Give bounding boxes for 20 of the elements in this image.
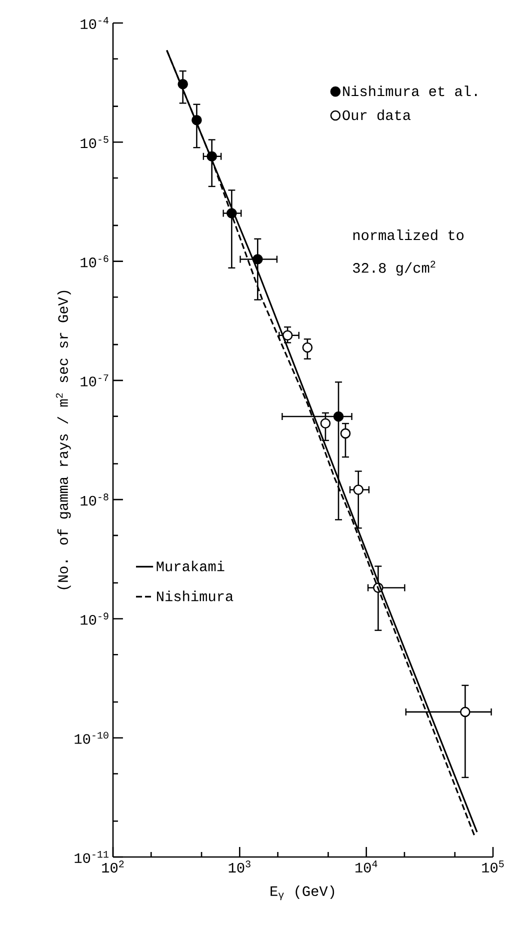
x-tick-label: 10$^{4}$ — [355, 860, 378, 872]
y-tick-label: 10$^{-5}$ — [80, 136, 108, 148]
x-axis-title: E$_{γ}$ (GeV) — [270, 885, 334, 900]
legend-label: Nishimura et al. — [343, 86, 477, 96]
x-tick-label: 10$^{3}$ — [228, 860, 250, 873]
y-axis-title: (No. of gamma rays / m$^{2}$ sec sr GeV) — [56, 290, 71, 590]
legend-label: Our data — [342, 110, 411, 120]
y-tick-label: 10$^{-4}$ — [80, 17, 108, 29]
y-tick-label: 10$^{-9}$ — [80, 612, 108, 625]
annotation: normalized to — [353, 230, 464, 240]
y-tick-label: 10$^{-8}$ — [80, 494, 108, 506]
y-tick-label: 10$^{-11}$ — [74, 851, 108, 863]
y-tick-label: 10$^{-7}$ — [80, 374, 108, 386]
x-tick-label: 10$^{5}$ — [482, 860, 504, 872]
y-tick-label: 10$^{-6}$ — [80, 255, 108, 268]
y-tick-label: 10$^{-10}$ — [74, 732, 108, 744]
legend-label: Nishimura — [157, 590, 234, 602]
legend-label: Murakami — [156, 560, 224, 572]
annotation: 32.8 g/cm$^{2}$ — [353, 260, 436, 276]
x-tick-label: 10$^{2}$ — [102, 860, 124, 873]
